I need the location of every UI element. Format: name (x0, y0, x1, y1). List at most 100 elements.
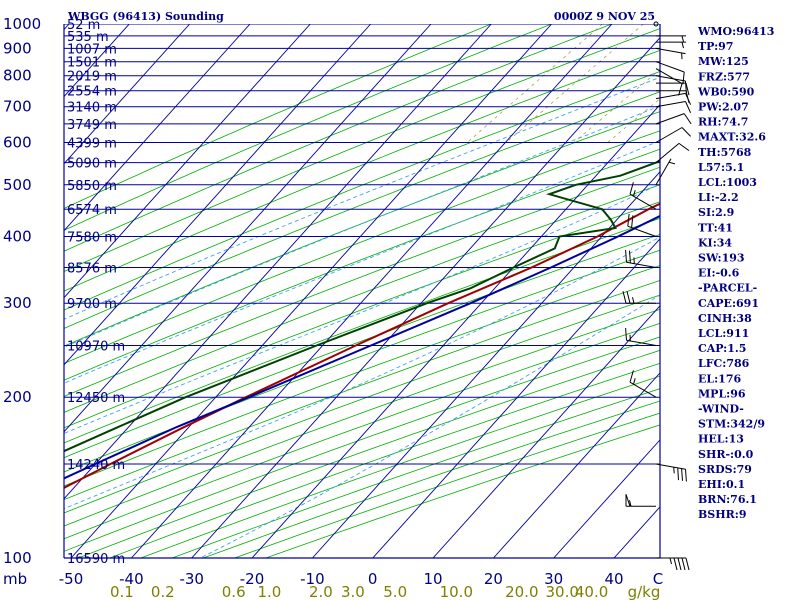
index-item: RH:74.7 (698, 116, 748, 129)
temperature-tick-label: 0 (368, 570, 378, 588)
temperature-tick-label: 40 (604, 570, 623, 588)
index-item: MW:125 (698, 55, 749, 68)
index-item: -WIND- (698, 403, 744, 416)
mixing-ratio-tick-label: 0.2 (151, 583, 175, 600)
temperature-tick-label: -20 (240, 570, 265, 588)
index-item: EL:176 (698, 372, 741, 385)
index-item: HEL:13 (698, 433, 744, 446)
height-level-label: 10970 m (67, 340, 125, 355)
dry-adiabat (64, 24, 553, 231)
wind-barb (622, 291, 656, 304)
chart-title: WBGG (96413) Sounding (67, 10, 224, 23)
index-item: LFC:786 (698, 357, 750, 370)
temperature-tick-label: 20 (484, 570, 503, 588)
height-level-label: 52 m (67, 18, 100, 33)
height-level-label: 7580 m (67, 231, 117, 246)
index-item: CAP:1.5 (698, 342, 746, 355)
isotherm (70, 24, 552, 558)
pressure-tick-label: 100 (3, 549, 32, 567)
index-item: EI:-0.6 (698, 267, 740, 280)
isotherm (64, 24, 251, 232)
index-item: BRN:76.1 (698, 493, 757, 506)
isotherm (64, 24, 432, 433)
index-item: MPL:96 (698, 387, 746, 400)
dry-adiabat (64, 280, 660, 501)
pressure-tick-label: 400 (3, 228, 32, 246)
height-level-label: 3749 m (67, 118, 117, 133)
isotherm (191, 36, 660, 558)
dry-adiabat (64, 201, 660, 429)
wind-barb (655, 113, 692, 125)
height-level-label: 1007 m (67, 42, 117, 57)
index-item: L57:5.1 (698, 161, 744, 174)
index-item: SRDS:79 (698, 463, 752, 476)
pressure-tick-label: 600 (3, 134, 32, 152)
isotherm (64, 24, 492, 500)
index-item: TT:41 (698, 221, 733, 234)
temperature-unit-label: C (653, 570, 663, 588)
pressure-tick-label: 300 (3, 294, 32, 312)
height-level-label: 2554 m (67, 85, 117, 100)
dry-adiabat (64, 265, 660, 487)
index-item: CAPE:691 (698, 297, 759, 310)
pressure-tick-label: 1000 (3, 15, 41, 33)
mixing-ratio-tick-label: 0.6 (222, 583, 246, 600)
isotherm (312, 171, 660, 558)
temperature-tick-label: -50 (59, 570, 84, 588)
temperature-tick-label: 30 (544, 570, 563, 588)
wind-barb (656, 82, 690, 96)
height-level-label: 9700 m (67, 297, 117, 312)
height-level-label: 4399 m (67, 137, 117, 152)
height-level-label: 3140 m (67, 101, 117, 116)
dry-adiabat (64, 249, 660, 473)
stability-indices: WMO:96413 TP:97 MW:125 FRZ:577 WB0:590 PW:2.0… (697, 25, 774, 521)
wind-barb (656, 557, 690, 571)
pressure-tick-label: 800 (3, 67, 32, 85)
wind-barb (655, 68, 683, 96)
dry-adiabat (64, 71, 660, 311)
sounding-traces (64, 160, 660, 490)
mixing-ratio-tick-label: 3.0 (341, 583, 365, 600)
dry-adiabat (64, 24, 614, 252)
index-item: FRZ:577 (698, 70, 750, 83)
index-item: SW:193 (698, 252, 745, 265)
mixing-ratio-tick-label: 2.0 (309, 583, 333, 600)
wind-barb (655, 61, 685, 85)
mixing-ratio-unit-label: g/kg (628, 583, 661, 600)
height-level-label: 1501 m (67, 56, 117, 71)
dry-adiabat (64, 184, 660, 413)
index-item: PW:2.07 (698, 101, 749, 114)
index-item: MAXT:32.6 (698, 131, 766, 144)
height-level-label: 5850 m (67, 179, 117, 194)
index-item: SHR-:0.0 (698, 448, 754, 461)
plot-frame (63, 24, 661, 559)
mixing-ratio-line (607, 98, 660, 143)
dewpoint-trace (64, 160, 660, 453)
index-item: TP:97 (698, 40, 733, 53)
pressure-tick-label: 500 (3, 176, 32, 194)
mixing-ratio-tick-label: 20.0 (505, 583, 538, 600)
index-item: LI:-2.2 (698, 191, 739, 204)
index-item: -PARCEL- (698, 282, 757, 295)
plot-area (64, 24, 660, 558)
wind-barb (629, 182, 657, 210)
chart-date: 0000Z 9 NOV 25 (554, 10, 655, 23)
height-level-label: 2019 m (67, 70, 117, 85)
index-item: WMO:96413 (697, 25, 774, 38)
mixing-ratio-tick-label: 40.0 (575, 583, 608, 600)
isotherm (131, 24, 613, 558)
index-item: BSHR:9 (698, 508, 747, 521)
isotherm (64, 24, 191, 165)
index-item: STM:342/9 (698, 418, 765, 431)
height-level-label: 5090 m (67, 157, 117, 172)
index-item: TH:5768 (698, 146, 752, 159)
isotherm (64, 24, 372, 366)
wind-barbs (622, 21, 692, 571)
wind-barb (627, 213, 657, 237)
temperature-tick-label: 10 (423, 570, 442, 588)
index-item: EHI:0.1 (698, 478, 745, 491)
dry-adiabat (64, 308, 660, 527)
pressure-tick-label: 200 (3, 388, 32, 406)
isotherm (553, 439, 660, 558)
dry-adiabat (64, 111, 660, 347)
